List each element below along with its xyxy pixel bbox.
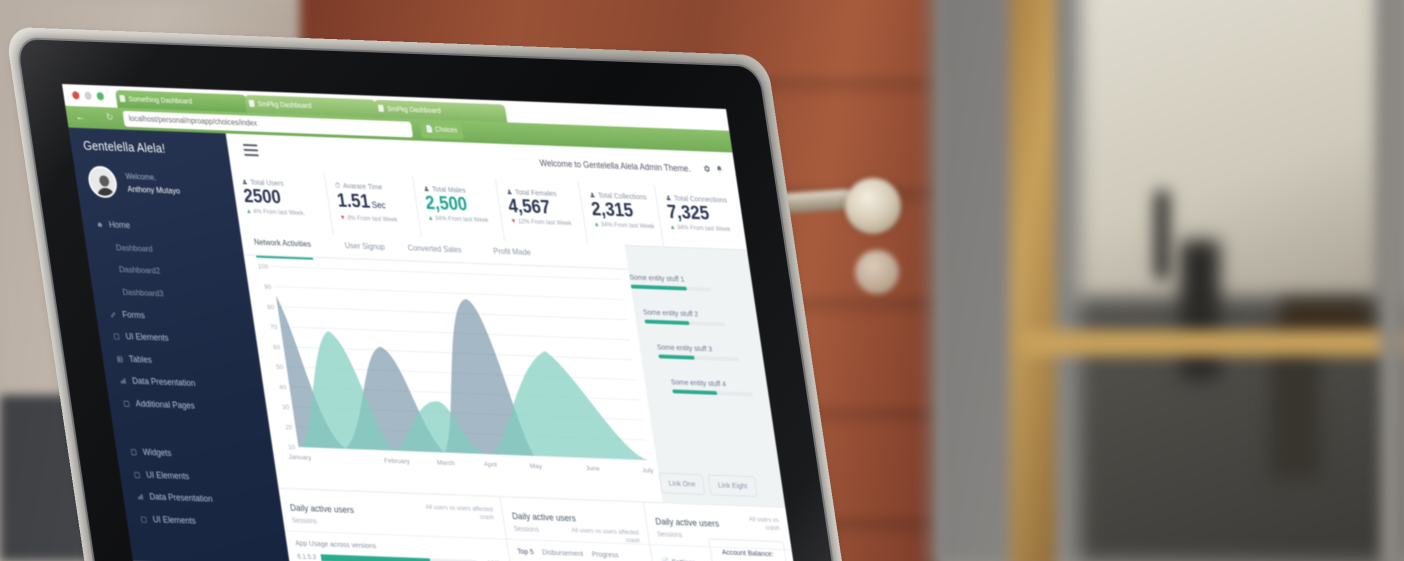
svg-text:February: February bbox=[384, 458, 411, 466]
svg-text:90: 90 bbox=[264, 284, 272, 291]
svg-text:20: 20 bbox=[285, 424, 293, 431]
svg-text:March: March bbox=[437, 460, 456, 468]
svg-text:80: 80 bbox=[267, 304, 275, 311]
svg-text:July: July bbox=[642, 467, 655, 475]
svg-text:May: May bbox=[529, 463, 543, 471]
svg-text:April: April bbox=[484, 461, 498, 469]
svg-text:January: January bbox=[288, 454, 312, 462]
svg-text:60: 60 bbox=[273, 344, 281, 351]
svg-text:40: 40 bbox=[279, 384, 287, 391]
svg-text:June: June bbox=[585, 465, 600, 473]
svg-text:70: 70 bbox=[270, 324, 278, 331]
svg-text:50: 50 bbox=[276, 364, 284, 371]
svg-text:100: 100 bbox=[258, 264, 270, 272]
svg-text:30: 30 bbox=[282, 404, 290, 411]
svg-text:10: 10 bbox=[288, 444, 296, 451]
